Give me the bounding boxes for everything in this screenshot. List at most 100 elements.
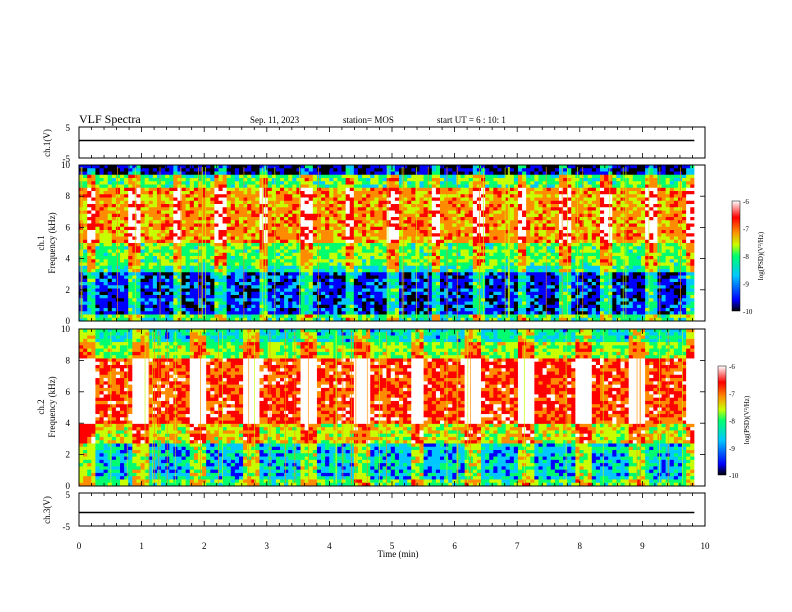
spectrogram-cell xyxy=(394,239,400,244)
spectrogram-cell xyxy=(403,272,408,276)
spectrogram-cell xyxy=(481,317,486,322)
spectrogram-cell xyxy=(321,233,326,237)
spectrogram-cell xyxy=(226,184,232,189)
spectrogram-cell xyxy=(386,272,392,276)
spectrogram-cell xyxy=(169,243,174,247)
spectrogram-cell xyxy=(226,311,232,315)
spectrogram-cell xyxy=(419,233,424,237)
spectrogram-cell xyxy=(193,236,199,241)
spectrogram-cell xyxy=(444,288,449,293)
spectrogram-cell xyxy=(193,301,199,306)
spectrogram-cell xyxy=(460,265,466,270)
spectrogram-cell xyxy=(169,269,174,273)
spectrogram-cell xyxy=(275,304,281,309)
spectrogram-cell xyxy=(464,285,470,289)
spectrogram-cell xyxy=(349,220,355,224)
spectrogram-cell xyxy=(431,187,437,192)
spectrogram-cell xyxy=(144,256,150,260)
spectrogram-cell xyxy=(251,265,256,270)
spectrogram-cell xyxy=(341,204,347,208)
spectrogram-cell xyxy=(386,197,392,202)
spectrogram-cell xyxy=(329,200,334,205)
spectrogram-cell xyxy=(103,233,109,237)
spectrogram-cell xyxy=(161,220,166,224)
spectrogram-cell xyxy=(435,181,441,185)
spectrogram-cell xyxy=(169,275,174,280)
spectrogram-cell xyxy=(386,298,392,302)
spectrogram-cell xyxy=(173,308,178,312)
spectrogram-cell xyxy=(251,298,256,302)
spectrogram-cell xyxy=(169,288,174,293)
spectrogram-cell xyxy=(152,298,158,302)
spectrogram-cell xyxy=(91,239,96,244)
spectrogram-cell xyxy=(468,282,474,286)
spectrogram-cell xyxy=(234,187,240,192)
spectrogram-cell xyxy=(448,311,453,315)
spectrogram-cell xyxy=(267,243,273,247)
spectrogram-cell xyxy=(218,295,223,299)
spectrogram-cell xyxy=(222,243,228,247)
spectrogram-cell xyxy=(222,168,228,172)
spectrogram-cell xyxy=(83,285,88,289)
spectrogram-cell xyxy=(386,207,392,211)
spectrogram-cell xyxy=(197,217,203,221)
spectrogram-cell xyxy=(234,204,240,208)
spectrogram-cell xyxy=(230,265,236,270)
spectrogram-cell xyxy=(111,236,117,241)
spectrogram-cell xyxy=(435,204,441,208)
spectrogram-cell xyxy=(243,246,248,250)
spectrogram-cell xyxy=(197,194,203,198)
spectrogram-cell xyxy=(185,210,191,215)
spectrogram-cell xyxy=(120,308,125,312)
spectrogram-cell xyxy=(280,298,285,302)
spectrogram-cell xyxy=(181,311,187,315)
spectrogram-cell xyxy=(407,278,412,283)
spectrogram-cell xyxy=(144,184,150,189)
spectrogram-cell xyxy=(337,262,342,267)
spectrogram-cell xyxy=(99,298,105,302)
spectrogram-cell xyxy=(169,168,174,172)
spectrogram-cell xyxy=(308,200,314,205)
spectrogram-cell xyxy=(255,217,260,221)
spectrogram-cell xyxy=(111,230,117,234)
spectrogram-cell xyxy=(83,265,88,270)
spectrogram-cell xyxy=(99,165,105,169)
spectrogram-cell xyxy=(284,178,289,182)
spectrogram-cell xyxy=(267,197,273,202)
spectrogram-cell xyxy=(243,181,248,185)
spectrogram-cell xyxy=(493,226,498,231)
spectrogram-cell xyxy=(472,317,478,322)
spectrogram-cell xyxy=(382,301,388,306)
spectrogram-cell xyxy=(226,200,232,205)
spectrogram-cell xyxy=(144,239,150,244)
spectrogram-cell xyxy=(398,165,404,169)
spectrogram-cell xyxy=(210,275,215,280)
spectrogram-cell xyxy=(456,311,461,315)
spectrogram-cell xyxy=(407,298,412,302)
spectrogram-cell xyxy=(448,217,453,221)
spectrogram-cell xyxy=(288,298,293,302)
spectrogram-cell xyxy=(288,187,293,192)
spectrogram-cell xyxy=(83,184,88,189)
spectrogram-cell xyxy=(468,178,474,182)
spectrogram-cell xyxy=(181,291,187,296)
spectrogram-cell xyxy=(353,275,359,280)
spectrogram-cell xyxy=(140,187,146,192)
spectrogram-cell xyxy=(362,239,367,244)
spectrogram-cell xyxy=(378,191,383,195)
spectrogram-cell xyxy=(247,246,252,250)
spectrogram-cell xyxy=(316,168,322,172)
spectrogram-cell xyxy=(341,217,347,221)
spectrogram-cell xyxy=(87,278,92,283)
spectrogram-cell xyxy=(353,295,359,299)
spectrogram-cell xyxy=(243,168,248,172)
spectrogram-cell xyxy=(243,311,248,315)
spectrogram-cell xyxy=(378,314,383,319)
spectrogram-cell xyxy=(165,285,170,289)
spectrogram-cell xyxy=(288,295,293,299)
spectrogram-cell xyxy=(423,301,429,306)
spectrogram-cell xyxy=(173,304,178,309)
spectrogram-cell xyxy=(206,262,211,267)
spectrogram-cell xyxy=(419,165,424,169)
spectrogram-cell xyxy=(255,171,260,176)
